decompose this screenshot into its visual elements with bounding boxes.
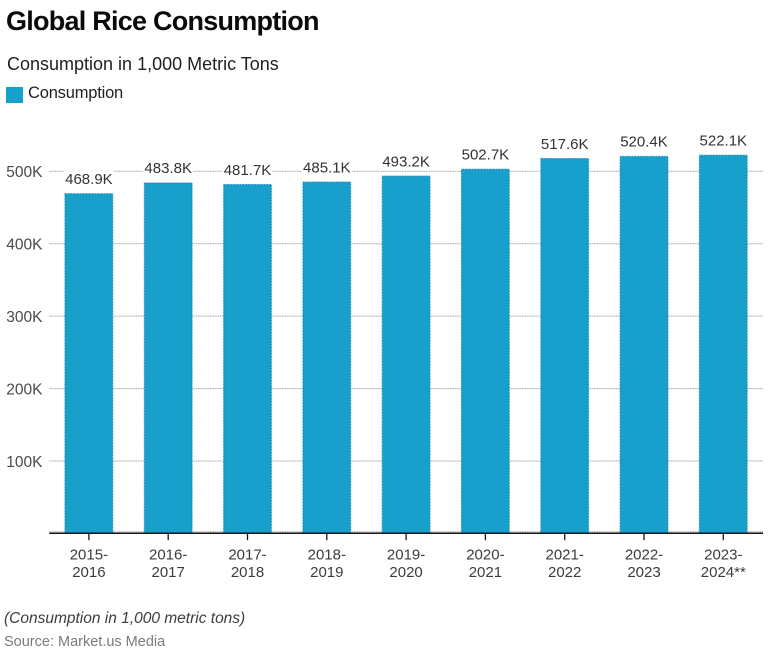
svg-text:2024**: 2024** xyxy=(701,564,746,581)
svg-text:300K: 300K xyxy=(6,309,43,326)
svg-text:2019: 2019 xyxy=(310,564,343,581)
svg-text:400K: 400K xyxy=(6,237,43,254)
svg-text:2016: 2016 xyxy=(72,564,105,581)
svg-text:2019-: 2019- xyxy=(387,546,425,563)
svg-text:2023: 2023 xyxy=(627,564,660,581)
svg-text:2021-: 2021- xyxy=(546,546,584,563)
svg-text:2015-: 2015- xyxy=(70,546,108,563)
svg-text:2018-: 2018- xyxy=(308,546,346,563)
svg-text:522.1K: 522.1K xyxy=(700,133,748,150)
svg-text:2016-: 2016- xyxy=(149,546,187,563)
svg-text:468.9K: 468.9K xyxy=(65,171,113,188)
svg-text:2022-: 2022- xyxy=(625,546,663,563)
svg-text:200K: 200K xyxy=(6,381,43,398)
svg-text:485.1K: 485.1K xyxy=(303,159,351,176)
svg-text:2022: 2022 xyxy=(548,564,581,581)
svg-text:2023-: 2023- xyxy=(704,546,742,563)
svg-text:483.8K: 483.8K xyxy=(144,160,192,177)
svg-text:493.2K: 493.2K xyxy=(382,153,430,170)
svg-text:100K: 100K xyxy=(6,454,43,471)
svg-text:2020: 2020 xyxy=(389,564,422,581)
svg-text:2017: 2017 xyxy=(152,564,185,581)
svg-text:517.6K: 517.6K xyxy=(541,136,589,153)
svg-text:481.7K: 481.7K xyxy=(224,162,272,179)
svg-text:2017-: 2017- xyxy=(228,546,266,563)
svg-text:502.7K: 502.7K xyxy=(462,147,510,164)
svg-text:2018: 2018 xyxy=(231,564,264,581)
svg-text:520.4K: 520.4K xyxy=(620,134,668,151)
svg-text:2021: 2021 xyxy=(469,564,502,581)
svg-text:2020-: 2020- xyxy=(466,546,504,563)
svg-text:500K: 500K xyxy=(6,164,43,181)
